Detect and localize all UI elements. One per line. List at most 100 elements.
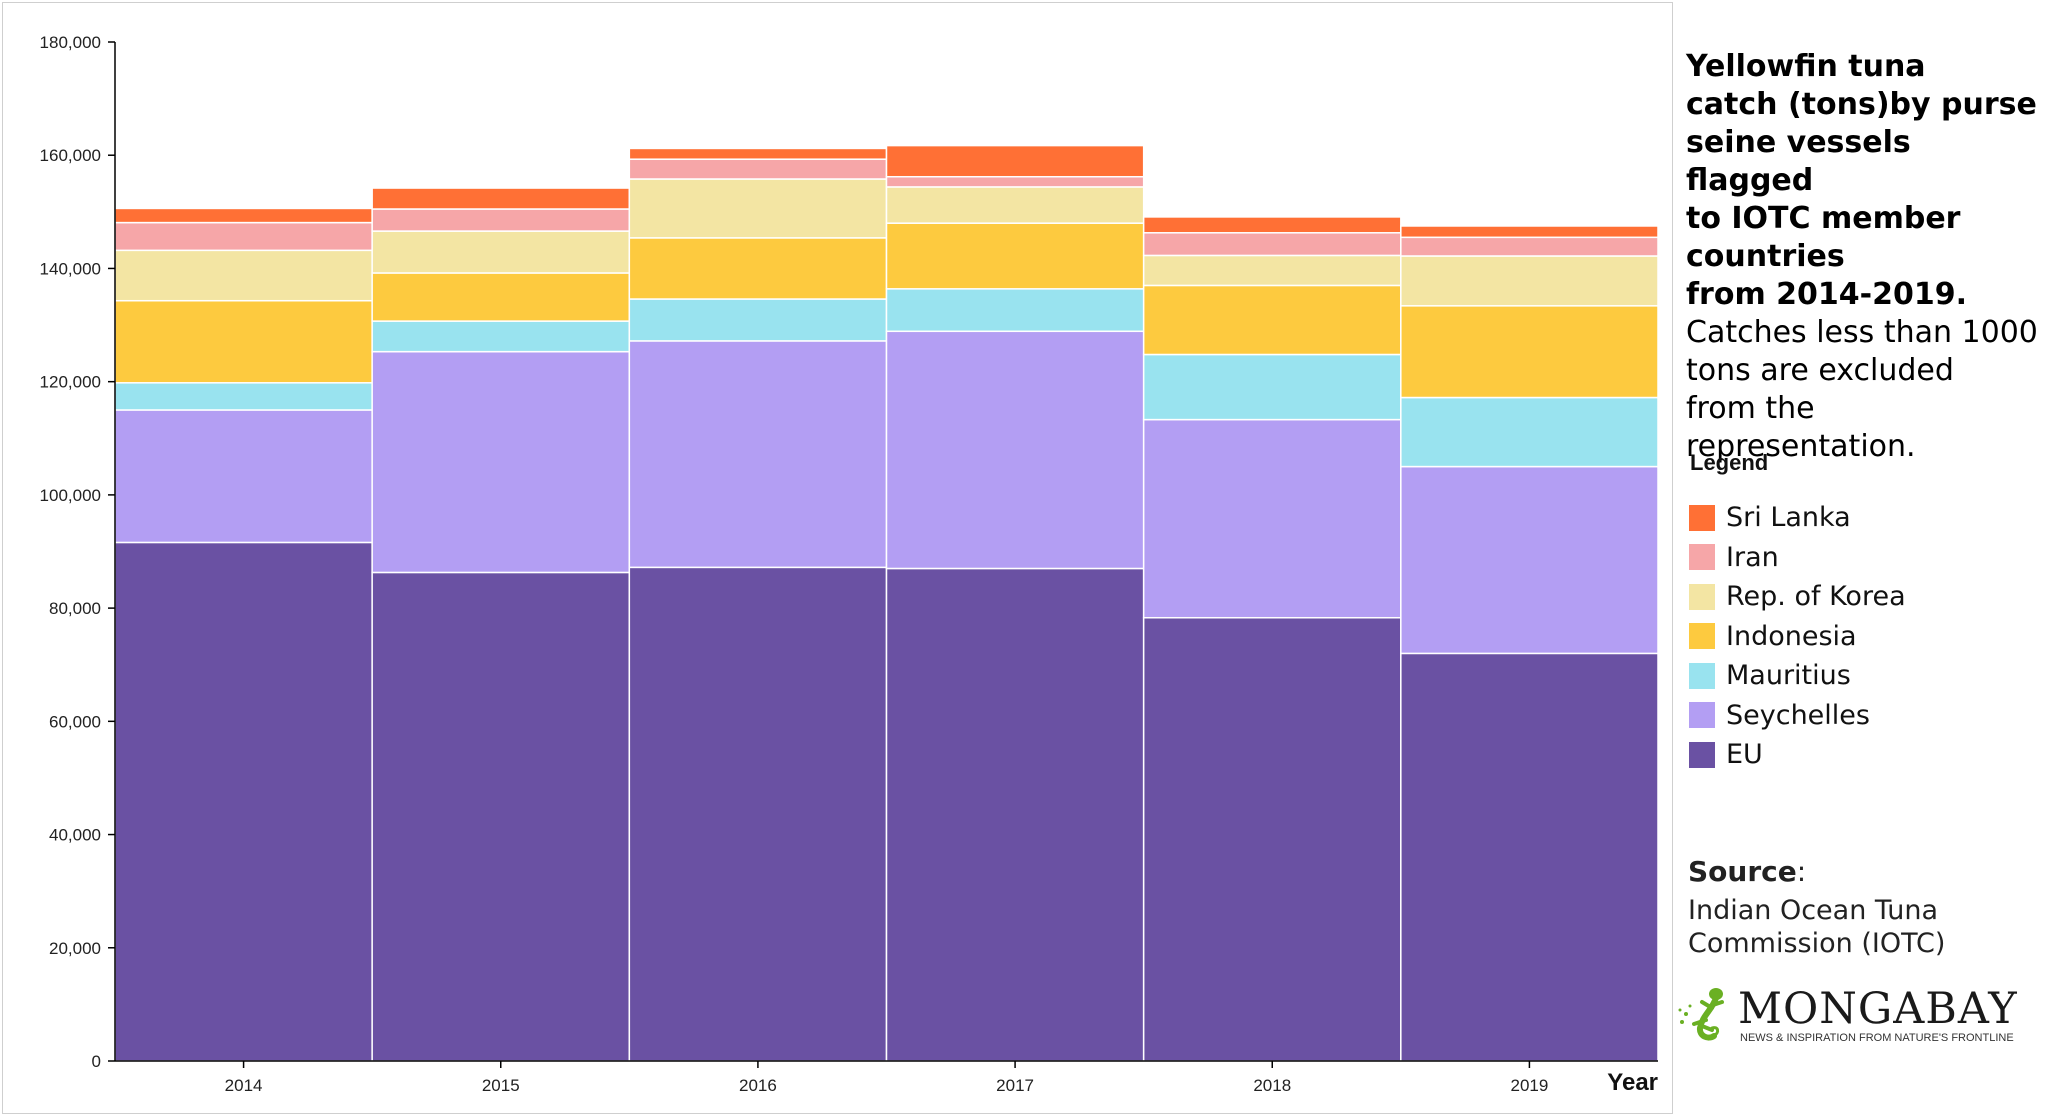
- source-line: Commission (IOTC): [1688, 928, 1946, 959]
- bar-segment-eu-2017: [885, 567, 1145, 1062]
- bar-segment-eu-2018: [1142, 616, 1402, 1062]
- bar-segment-sri-lanka-2019: [1400, 225, 1659, 239]
- title-line: to IOTC member: [1686, 201, 1961, 236]
- legend-label: Seychelles: [1726, 699, 1870, 731]
- bar-segment-indonesia-2015: [371, 272, 631, 322]
- source-label: Source: [1688, 855, 1797, 888]
- bar-segment-eu-2015: [371, 571, 631, 1062]
- y-tick-label: 80,000: [49, 599, 101, 618]
- logo-tagline: NEWS & INSPIRATION FROM NATURE'S FRONTLI…: [1740, 1032, 2014, 1044]
- y-tick-label: 60,000: [49, 712, 101, 731]
- source-block: Source: Indian Ocean Tuna Commission (IO…: [1688, 855, 2028, 960]
- bar-segment-iran-2019: [1400, 236, 1659, 257]
- legend: Sri Lanka Iran Rep. of Korea Indonesia Mauri…: [1689, 498, 1906, 775]
- legend-label: Sri Lanka: [1726, 502, 1851, 534]
- x-tick-label: 2017: [996, 1076, 1034, 1095]
- bar-segment-mauritius-2017: [885, 288, 1145, 333]
- y-axis: 0 20,000 40,000 60,000 80,000 100,000 120,000 1…: [40, 33, 116, 1071]
- bar-segment-iran-2015: [371, 208, 631, 232]
- y-tick-label: 140,000: [40, 259, 101, 278]
- bar-segment-mauritius-2015: [371, 320, 631, 353]
- subtitle-line: Catches less than 1000: [1686, 315, 2038, 350]
- y-tick-label: 160,000: [40, 146, 101, 165]
- x-axis: 2014 2015 2016 2017 2018 2019 Year: [115, 1060, 1658, 1096]
- x-tick-label: 2015: [482, 1076, 520, 1095]
- bar-segment-seychelles-2014: [114, 409, 373, 544]
- bar-segment-sri-lanka-2015: [371, 187, 631, 210]
- bar-segment-iran-2018: [1142, 232, 1402, 257]
- legend-title: Legend: [1690, 450, 1769, 475]
- y-tick-label: 100,000: [40, 486, 101, 505]
- legend-swatch: [1689, 662, 1715, 689]
- y-tick-label: 40,000: [49, 826, 101, 845]
- legend-swatch: [1689, 623, 1715, 650]
- bar-segment-indonesia-2017: [885, 222, 1145, 290]
- bar-segment-indonesia-2014: [114, 299, 373, 384]
- logo-wordmark: MONGABAY: [1738, 984, 2018, 1034]
- legend-item: Indonesia: [1689, 617, 1906, 657]
- subtitle-line: tons are excluded: [1686, 353, 1954, 388]
- bar-segment-sri-lanka-2016: [628, 147, 888, 160]
- gecko-icon: [1678, 988, 1724, 1041]
- bar-segment-mauritius-2018: [1142, 353, 1402, 421]
- bar-segment-seychelles-2016: [628, 340, 888, 569]
- legend-swatch: [1689, 544, 1715, 571]
- bar-segment-sri-lanka-2017: [885, 144, 1145, 178]
- chart-area: 0 20,000 40,000 60,000 80,000 100,000 120,000 1…: [2, 2, 1673, 1114]
- title-line: catch (tons)by purse: [1686, 87, 2037, 122]
- legend-swatch: [1689, 504, 1715, 531]
- x-tick-label: 2018: [1253, 1076, 1291, 1095]
- bar-segment-seychelles-2018: [1142, 418, 1402, 619]
- bar-segment-rep-of-korea-2019: [1400, 255, 1659, 307]
- legend-swatch: [1689, 741, 1715, 768]
- title-line: from 2014-2019.: [1686, 277, 1968, 312]
- bar-group: [114, 144, 1659, 1062]
- bar-segment-rep-of-korea-2015: [371, 230, 631, 274]
- legend-label: Iran: [1726, 541, 1779, 573]
- bar-segment-sri-lanka-2018: [1142, 216, 1402, 234]
- x-axis-title: Year: [1607, 1069, 1658, 1096]
- source-text: Indian Ocean Tuna Commission (IOTC): [1688, 894, 2028, 960]
- y-tick-label: 20,000: [49, 939, 101, 958]
- legend-item: Iran: [1689, 538, 1906, 578]
- stacked-bar-chart: 0 20,000 40,000 60,000 80,000 100,000 120,000 1…: [40, 33, 1659, 1096]
- bar-segment-rep-of-korea-2018: [1142, 254, 1402, 287]
- side-panel: Yellowfin tuna catch (tons)by purse sein…: [1678, 0, 2048, 1117]
- bar-segment-eu-2019: [1400, 652, 1659, 1062]
- bar-segment-rep-of-korea-2016: [628, 178, 888, 239]
- bar-segment-mauritius-2016: [628, 298, 888, 342]
- legend-swatch: [1689, 702, 1715, 729]
- legend-item: Rep. of Korea: [1689, 577, 1906, 617]
- bar-segment-seychelles-2019: [1400, 465, 1659, 655]
- bar-segment-indonesia-2018: [1142, 284, 1402, 356]
- title-line: seine vessels flagged: [1686, 125, 1911, 198]
- bar-segment-sri-lanka-2014: [114, 207, 373, 224]
- legend-label: EU: [1726, 739, 1763, 771]
- legend-label: Indonesia: [1726, 620, 1857, 652]
- title-line: Yellowfin tuna: [1686, 49, 1926, 84]
- bar-segment-eu-2014: [114, 541, 373, 1062]
- subtitle-line: from the representation.: [1686, 391, 1916, 464]
- source-colon: :: [1796, 855, 1807, 888]
- legend-item: Seychelles: [1689, 696, 1906, 736]
- legend-item: Mauritius: [1689, 656, 1906, 696]
- bar-segment-eu-2016: [628, 566, 888, 1062]
- bar-segment-iran-2017: [885, 175, 1145, 188]
- y-tick-label: 120,000: [40, 373, 101, 392]
- bar-segment-iran-2014: [114, 221, 373, 252]
- legend-label: Mauritius: [1726, 660, 1851, 692]
- bar-segment-rep-of-korea-2014: [114, 249, 373, 302]
- bar-segment-seychelles-2017: [885, 330, 1145, 570]
- legend-swatch: [1689, 583, 1715, 610]
- bar-segment-iran-2016: [628, 158, 888, 180]
- bar-segment-mauritius-2014: [114, 382, 373, 411]
- legend-label: Rep. of Korea: [1726, 581, 1906, 613]
- chart-title: Yellowfin tuna catch (tons)by purse sein…: [1686, 48, 2046, 466]
- bar-segment-indonesia-2019: [1400, 305, 1659, 399]
- bar-segment-mauritius-2019: [1400, 396, 1659, 468]
- x-tick-label: 2019: [1511, 1076, 1549, 1095]
- x-tick-label: 2016: [739, 1076, 777, 1095]
- legend-item: Sri Lanka: [1689, 498, 1906, 538]
- bar-segment-indonesia-2016: [628, 237, 888, 300]
- legend-item: EU: [1689, 735, 1906, 775]
